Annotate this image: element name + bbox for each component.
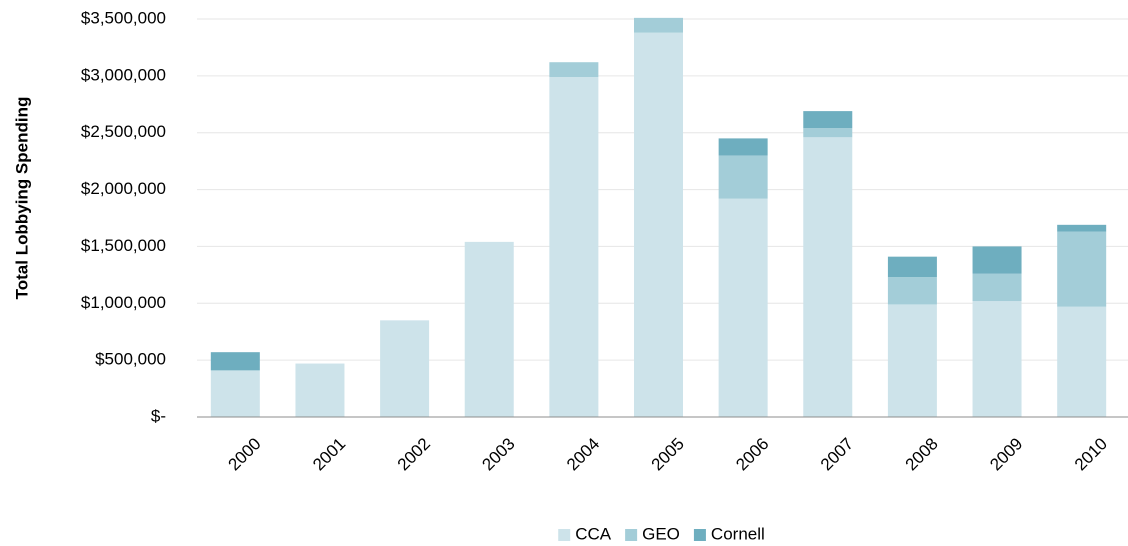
x-tick-label: 2006 <box>732 434 772 474</box>
bar-cca-2010 <box>1057 307 1106 417</box>
bar-cca-2004 <box>549 77 598 417</box>
bar-cca-2002 <box>380 320 429 417</box>
bars <box>211 18 1106 417</box>
bar-cca-2007 <box>803 137 852 417</box>
y-tick-label: $2,000,000 <box>81 179 166 198</box>
y-tick-label: $500,000 <box>95 350 166 369</box>
legend-swatch-cornell <box>694 529 706 541</box>
x-tick-label: 2001 <box>309 434 349 474</box>
y-tick-label: $1,500,000 <box>81 236 166 255</box>
x-tick-label: 2003 <box>478 434 518 474</box>
bar-geo-2007 <box>803 128 852 137</box>
y-tick-label: $3,000,000 <box>81 65 166 84</box>
bar-geo-2006 <box>719 155 768 198</box>
bar-cca-2009 <box>973 301 1022 417</box>
y-axis-label: Total Lobbying Spending <box>12 97 31 300</box>
y-tick-label: $3,500,000 <box>81 8 166 27</box>
bar-geo-2008 <box>888 277 937 304</box>
legend: CCA GEO Cornell <box>558 524 765 543</box>
bar-cornell-2007 <box>803 111 852 128</box>
bar-cca-2003 <box>465 242 514 417</box>
bar-cca-2000 <box>211 370 260 417</box>
y-tick-label: $- <box>151 406 166 425</box>
x-tick-label: 2010 <box>1071 434 1111 474</box>
x-tick-label: 2004 <box>563 434 603 474</box>
bar-geo-2010 <box>1057 232 1106 307</box>
x-tick-label: 2000 <box>225 434 265 474</box>
legend-label-cca: CCA <box>575 524 612 543</box>
legend-swatch-geo <box>625 529 637 541</box>
bar-cca-2005 <box>634 33 683 417</box>
bar-cornell-2008 <box>888 257 937 277</box>
y-tick-label: $1,000,000 <box>81 293 166 312</box>
bar-geo-2009 <box>973 274 1022 301</box>
legend-label-cornell: Cornell <box>711 524 765 543</box>
bar-cornell-2006 <box>719 138 768 155</box>
x-tick-label: 2005 <box>648 434 688 474</box>
bar-cornell-2009 <box>973 246 1022 273</box>
bar-cornell-2000 <box>211 352 260 370</box>
x-tick-label: 2007 <box>817 434 857 474</box>
x-tick-label: 2009 <box>986 434 1026 474</box>
bar-cca-2008 <box>888 304 937 417</box>
bar-geo-2005 <box>634 18 683 33</box>
bar-cornell-2010 <box>1057 225 1106 232</box>
legend-label-geo: GEO <box>642 524 680 543</box>
bar-cca-2006 <box>719 199 768 417</box>
x-tick-label: 2002 <box>394 434 434 474</box>
legend-swatch-cca <box>558 529 570 541</box>
bar-cca-2001 <box>295 364 344 417</box>
x-tick-label: 2008 <box>902 434 942 474</box>
y-tick-label: $2,500,000 <box>81 122 166 141</box>
bar-geo-2004 <box>549 62 598 77</box>
